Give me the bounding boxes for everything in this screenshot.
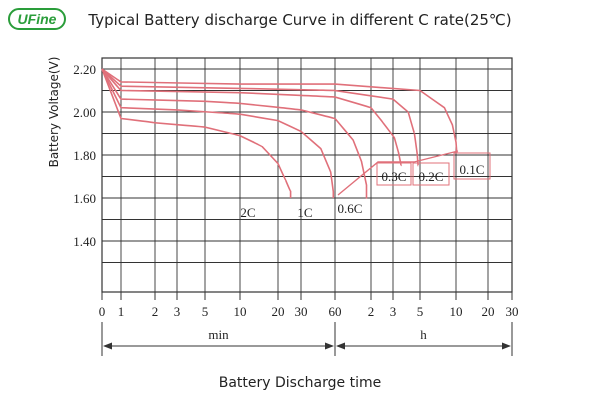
x-tick-label: 0 bbox=[99, 304, 106, 319]
label-box-0.1C bbox=[453, 152, 491, 180]
y-tick-label: 1.60 bbox=[73, 191, 96, 206]
chart-labels: 2.202.001.801.601.400 1 2 3 5 10 20 30 60 2 3 5 10 20… bbox=[73, 62, 518, 342]
y-tick-label: 2.20 bbox=[73, 62, 96, 77]
curve-1C bbox=[101, 68, 335, 198]
x-tick-label: 10 bbox=[234, 304, 247, 319]
series-label-0.1C: 0.1C bbox=[460, 162, 485, 177]
x-tick-label: 3 bbox=[390, 304, 397, 319]
y-tick-label: 2.00 bbox=[73, 105, 96, 120]
x-tick-label: 2 bbox=[368, 304, 375, 319]
hours-range-unit-label: h bbox=[420, 327, 427, 342]
hours-range-arrow-head bbox=[336, 342, 345, 350]
x-tick-label: 30 bbox=[506, 304, 519, 319]
curve-0.1C bbox=[101, 68, 458, 153]
chart-title: Typical Battery discharge Curve in diffe… bbox=[88, 11, 512, 29]
hours-range-arrow-head bbox=[502, 342, 511, 350]
series-label-1C: 1C bbox=[297, 205, 312, 220]
curve-0.3C bbox=[101, 68, 402, 167]
curve-0.2C bbox=[101, 68, 419, 167]
chart-grid bbox=[101, 57, 513, 356]
plot-frame bbox=[101, 57, 513, 293]
x-tick-label: 30 bbox=[295, 304, 308, 319]
y-axis-label: Battery Voltage(V) bbox=[47, 57, 61, 168]
x-tick-label: 1 bbox=[118, 304, 125, 319]
connector-0.1C bbox=[413, 150, 459, 163]
x-tick-label: 20 bbox=[272, 304, 285, 319]
label-box-0.2C bbox=[412, 162, 450, 186]
label-box-0.3C bbox=[376, 162, 412, 186]
series-label-2C: 2C bbox=[240, 205, 255, 220]
minutes-range-arrow-head bbox=[103, 342, 112, 350]
x-tick-label: 20 bbox=[482, 304, 495, 319]
y-tick-label: 1.80 bbox=[73, 148, 96, 163]
series-label-0.6C: 0.6C bbox=[338, 201, 363, 216]
minutes-range-unit-label: min bbox=[208, 327, 229, 342]
series-label-0.3C: 0.3C bbox=[382, 169, 407, 184]
connector-0.3C bbox=[337, 161, 388, 196]
x-tick-label: 60 bbox=[329, 304, 342, 319]
x-tick-label: 10 bbox=[450, 304, 463, 319]
x-axis-label: Battery Discharge time bbox=[218, 375, 382, 391]
x-tick-label: 5 bbox=[417, 304, 424, 319]
x-tick-label: 3 bbox=[174, 304, 181, 319]
series-label-0.2C: 0.2C bbox=[419, 169, 444, 184]
y-tick-label: 1.40 bbox=[73, 234, 96, 249]
x-tick-label: 5 bbox=[202, 304, 209, 319]
minutes-range-arrow-head bbox=[325, 342, 334, 350]
chart-curves bbox=[101, 68, 491, 199]
x-tick-label: 2 bbox=[152, 304, 159, 319]
curve-2C bbox=[101, 68, 292, 198]
brand-logo: UFine bbox=[8, 8, 66, 30]
